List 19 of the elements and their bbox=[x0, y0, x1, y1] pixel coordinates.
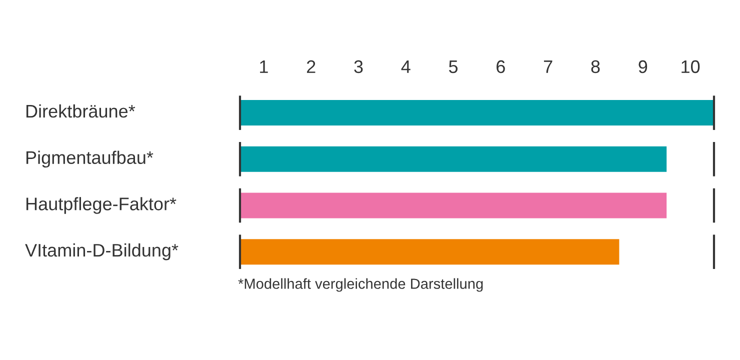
x-tick-label: 7 bbox=[544, 60, 552, 73]
bar bbox=[240, 146, 667, 172]
x-tick-label: 5 bbox=[449, 60, 458, 74]
x-tick-label: 9 bbox=[638, 60, 648, 74]
bar bbox=[240, 100, 714, 126]
x-tick-label: 1 bbox=[260, 60, 268, 73]
y-tick-label: Direktbräune* bbox=[26, 104, 136, 118]
text: *Modellhaft vergleichende Darstellung bbox=[238, 278, 483, 292]
bar bbox=[240, 239, 620, 265]
x-tick-label: 10 bbox=[682, 60, 700, 74]
x-tick-label: 6 bbox=[496, 60, 505, 74]
x-tick-label: 3 bbox=[354, 60, 363, 74]
bar bbox=[240, 192, 667, 218]
x-tick-label: 8 bbox=[591, 60, 600, 74]
y-tick-label: Hautpflege-Faktor* bbox=[26, 197, 176, 214]
y-tick-label: VItamin-D-Bildung* bbox=[25, 243, 178, 260]
x-tick-label: 4 bbox=[401, 60, 410, 73]
y-tick-label: Pigmentaufbau* bbox=[26, 150, 154, 168]
x-tick-label: 2 bbox=[306, 60, 316, 73]
